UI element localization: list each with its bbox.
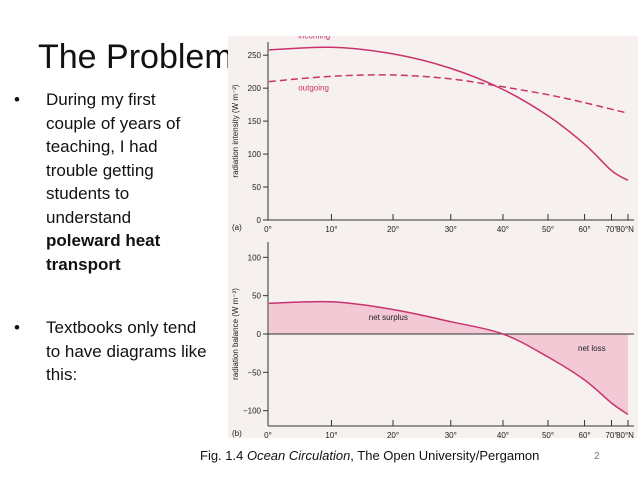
y-tick-label: 100 bbox=[248, 253, 262, 262]
figure-caption: Fig. 1.4 Ocean Circulation, The Open Uni… bbox=[200, 448, 539, 463]
x-tick-label: 10° bbox=[325, 225, 337, 234]
x-tick-label: 20° bbox=[387, 431, 399, 438]
y-tick-label: 150 bbox=[248, 117, 262, 126]
chart-panel-b: −100 −50 0 50 100 0° 10° 20° 30° 40° 50° 60° 70°80°N… bbox=[231, 242, 634, 440]
x-tick-label: 0° bbox=[264, 225, 272, 234]
slide-number: 2 bbox=[594, 451, 600, 462]
y-tick-label: −50 bbox=[247, 368, 261, 377]
x-tick-label: 40° bbox=[497, 431, 509, 438]
balance-curve bbox=[268, 300, 629, 416]
x-tick-label: 70° bbox=[605, 225, 617, 234]
y-tick-label: −100 bbox=[243, 407, 262, 416]
x-tick-label: 50° bbox=[542, 431, 554, 438]
bullet-list: • During my first couple of years of teac… bbox=[8, 88, 208, 387]
bullet-item-textbooks: • Textbooks only tend to have diagrams li… bbox=[8, 316, 208, 387]
caption-book-title: Ocean Circulation bbox=[246, 448, 351, 463]
chart-panel-a: 0 50 100 150 200 250 0° 10° 20° 30° 40° 50° 60° 70°80… bbox=[231, 31, 634, 234]
x-tick-label: 30° bbox=[445, 225, 457, 234]
x-tick-label: 60° bbox=[579, 225, 591, 234]
y-tick-label: 200 bbox=[248, 84, 262, 93]
x-tick-label: 40° bbox=[497, 225, 509, 234]
balance-area-fill bbox=[269, 301, 628, 415]
y-tick-label: 250 bbox=[248, 51, 262, 60]
legend-label-outgoing: outgoing bbox=[298, 83, 329, 92]
annotation-net-loss: net loss bbox=[578, 344, 606, 353]
y-tick-label: 0 bbox=[257, 216, 262, 225]
caption-suffix: , The Open University/Pergamon bbox=[350, 448, 540, 463]
bullet-text: Textbooks only tend to have diagrams lik… bbox=[46, 318, 207, 384]
series-line-incoming bbox=[268, 46, 629, 182]
bullet-bold-text: poleward heat transport bbox=[46, 231, 161, 274]
annotation-net-surplus: net surplus bbox=[369, 313, 408, 322]
x-tick-label: 0° bbox=[264, 431, 272, 438]
y-tick-label: 0 bbox=[257, 330, 262, 339]
caption-prefix: Fig. 1.4 bbox=[200, 448, 247, 463]
x-tick-label: 80°N bbox=[616, 431, 634, 438]
x-tick-label: 70° bbox=[605, 431, 617, 438]
x-tick-label: 10° bbox=[325, 431, 337, 438]
bullet-text: During my first couple of years of teach… bbox=[46, 90, 181, 227]
bullet-item-teaching: • During my first couple of years of teac… bbox=[8, 88, 208, 276]
y-tick-label: 50 bbox=[252, 183, 261, 192]
x-tick-label: 50° bbox=[542, 225, 554, 234]
y-tick-label: 50 bbox=[252, 292, 261, 301]
x-tick-label: 60° bbox=[579, 431, 591, 438]
figure-panel: 0 50 100 150 200 250 0° 10° 20° 30° 40° 50° 60° 70° 80… bbox=[228, 31, 638, 440]
x-tick-label: 30° bbox=[445, 431, 457, 438]
series-line-outgoing bbox=[268, 74, 629, 114]
x-tick-label: 20° bbox=[387, 225, 399, 234]
x-tick-label: 80°N bbox=[616, 225, 634, 234]
y-axis-label: radiation intensity (W m⁻²) bbox=[231, 84, 240, 177]
panel-label: (a) bbox=[232, 223, 242, 232]
bullet-dot-icon: • bbox=[14, 90, 20, 109]
y-tick-label: 100 bbox=[248, 150, 262, 159]
bullet-dot-icon: • bbox=[14, 318, 20, 337]
legend-label-incoming: incoming bbox=[298, 36, 330, 40]
slide-title: The Problem: bbox=[38, 38, 243, 76]
y-axis-label: radiation balance (W m⁻²) bbox=[231, 288, 240, 380]
panel-label: (b) bbox=[232, 429, 242, 438]
